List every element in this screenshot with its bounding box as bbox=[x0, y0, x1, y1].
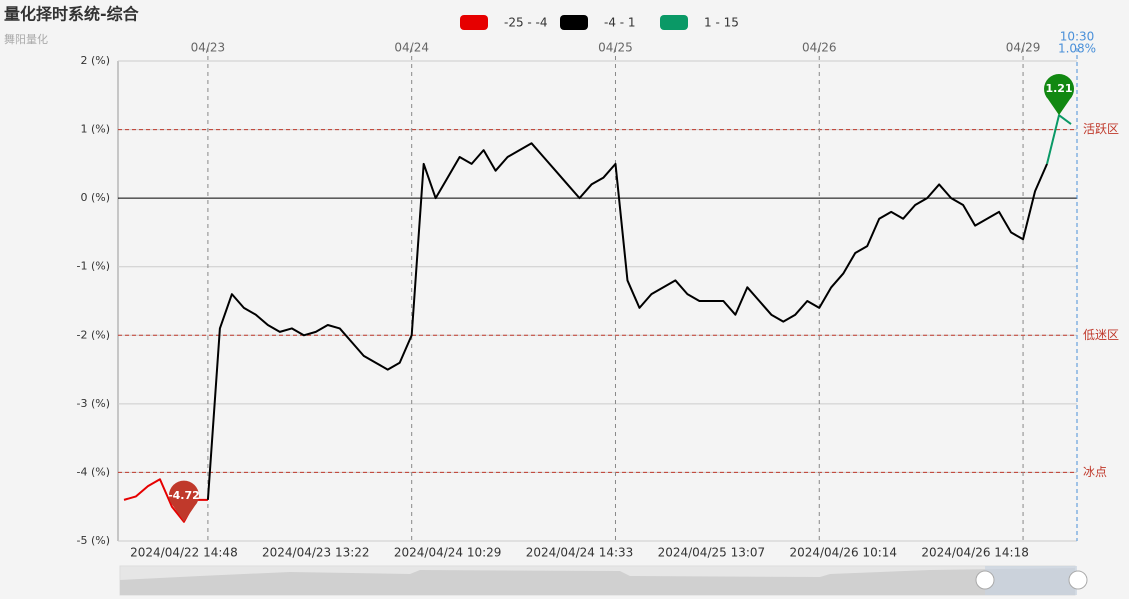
legend-swatch[interactable] bbox=[460, 15, 488, 30]
extreme-pin bbox=[168, 480, 199, 522]
day-label: 04/23 bbox=[191, 41, 226, 55]
x-tick-label: 2024/04/22 14:48 bbox=[130, 546, 238, 560]
x-tick-label: 2024/04/23 13:22 bbox=[262, 546, 370, 560]
legend-label[interactable]: -4 - 1 bbox=[604, 16, 636, 30]
reference-label: 活跃区 bbox=[1083, 122, 1119, 136]
slider-window[interactable] bbox=[985, 566, 1077, 595]
day-label: 04/29 bbox=[1006, 41, 1041, 55]
day-label: 04/26 bbox=[802, 41, 837, 55]
slider-preview bbox=[120, 568, 1075, 595]
y-tick-label: 1 (%) bbox=[80, 123, 110, 136]
day-label: 04/25 bbox=[598, 41, 633, 55]
line-segment bbox=[206, 142, 1048, 500]
y-tick-label: -1 (%) bbox=[77, 260, 111, 273]
extreme-label: 1.21 bbox=[1045, 82, 1072, 95]
legend-label[interactable]: -25 - -4 bbox=[504, 16, 548, 30]
x-tick-label: 2024/04/24 14:33 bbox=[526, 546, 634, 560]
day-label: 04/24 bbox=[394, 41, 429, 55]
x-tick-label: 2024/04/26 10:14 bbox=[789, 546, 897, 560]
x-tick-label: 2024/04/24 10:29 bbox=[394, 546, 502, 560]
reference-label: 冰点 bbox=[1083, 465, 1107, 479]
y-tick-label: 0 (%) bbox=[80, 191, 110, 204]
cursor-time: 10:30 bbox=[1060, 30, 1095, 44]
y-tick-label: 2 (%) bbox=[80, 54, 110, 67]
extreme-pin bbox=[1044, 73, 1075, 116]
legend-swatch[interactable] bbox=[560, 15, 588, 30]
chart-subtitle: 舞阳量化 bbox=[4, 32, 48, 46]
y-tick-label: -2 (%) bbox=[77, 328, 111, 341]
x-tick-label: 2024/04/26 14:18 bbox=[921, 546, 1029, 560]
y-tick-label: -3 (%) bbox=[77, 397, 111, 410]
zoom-slider[interactable] bbox=[119, 565, 1088, 596]
chart-title: 量化择时系统-综合 bbox=[4, 5, 140, 24]
y-tick-label: -5 (%) bbox=[77, 534, 111, 547]
slider-handle[interactable] bbox=[1068, 570, 1088, 590]
y-tick-label: -4 (%) bbox=[77, 465, 111, 478]
legend-swatch[interactable] bbox=[660, 15, 688, 30]
slider-handle[interactable] bbox=[975, 570, 995, 590]
legend-label[interactable]: 1 - 15 bbox=[704, 16, 739, 30]
line-segment bbox=[1046, 114, 1072, 165]
extreme-label: -4.72 bbox=[168, 489, 200, 502]
reference-label: 低迷区 bbox=[1083, 328, 1119, 342]
x-tick-label: 2024/04/25 13:07 bbox=[658, 546, 766, 560]
cursor-value: 1.08% bbox=[1058, 42, 1096, 56]
